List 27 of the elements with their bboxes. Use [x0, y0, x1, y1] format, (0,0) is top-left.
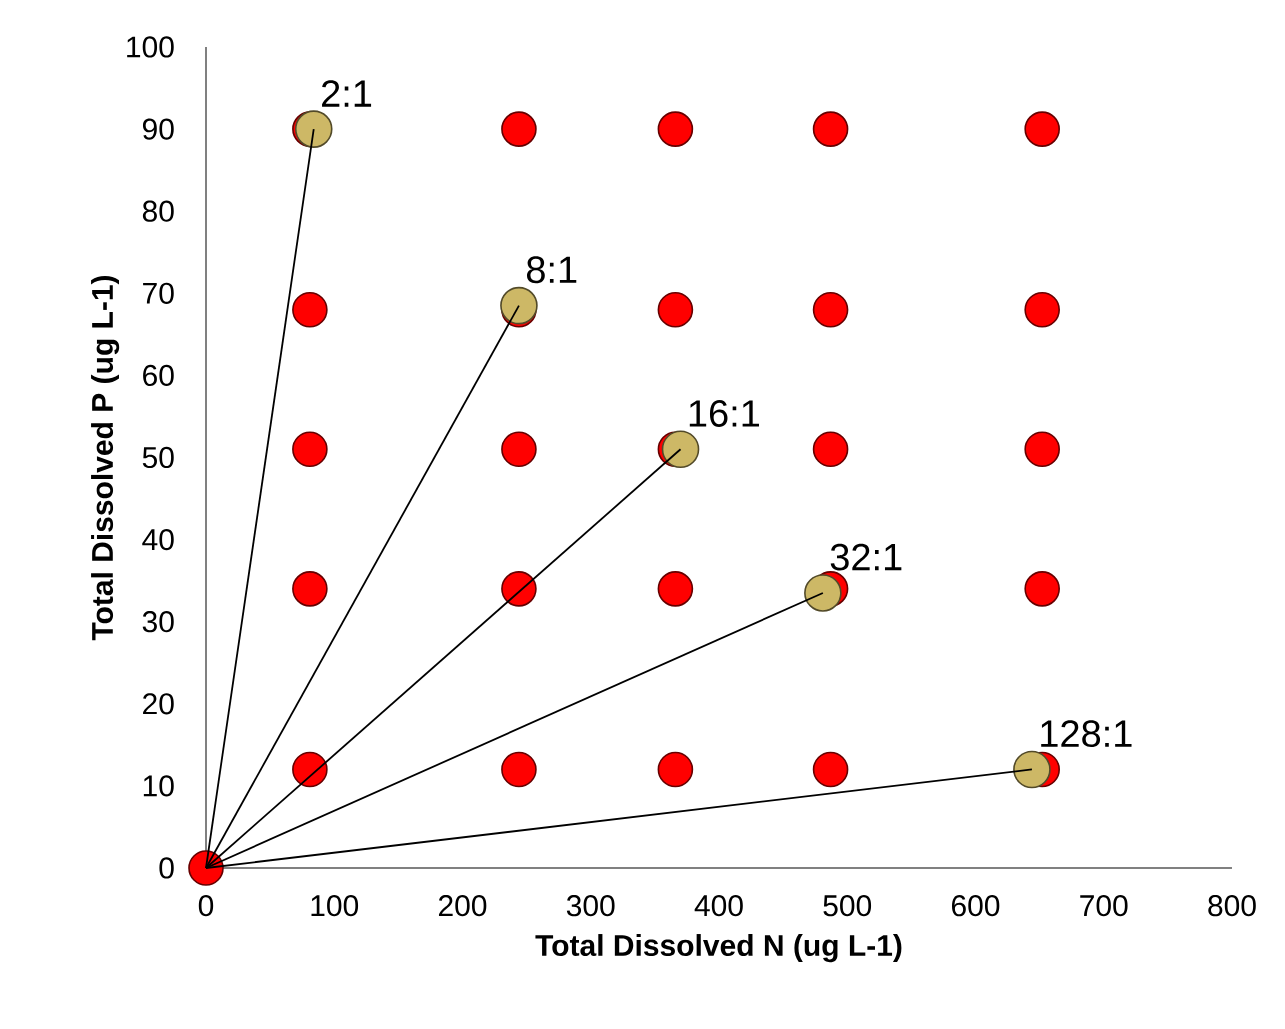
x-tick-label: 200 — [438, 895, 487, 917]
annotation: 2:1 — [322, 80, 372, 107]
annotation: 128:1 — [1041, 720, 1132, 748]
x-tick-label: 400 — [694, 895, 743, 917]
y-tick-label: 40 — [142, 528, 174, 551]
annotation: 8:1 — [526, 256, 577, 284]
x-tick-label: 500 — [823, 895, 872, 917]
y-tick-label: 90 — [142, 118, 174, 140]
x-tick-label: 0 — [198, 895, 214, 917]
annotation: 32:1 — [830, 543, 902, 571]
annotation: 16:1 — [689, 399, 759, 427]
y-tick-label: 80 — [142, 200, 174, 222]
x-tick-label: 800 — [1208, 895, 1256, 917]
x-axis-title: Total Dissolved N (ug L-1) — [535, 934, 902, 963]
y-tick-label: 100 — [127, 36, 174, 58]
y-tick-label: 10 — [143, 775, 174, 797]
y-tick-label: 30 — [142, 611, 174, 633]
y-tick-label: 0 — [159, 857, 174, 879]
y-axis-title: Total Dissolved P (ug L-1) — [91, 275, 120, 641]
y-tick-label: 70 — [143, 282, 174, 304]
x-tick-label: 300 — [566, 895, 615, 917]
x-tick-label: 100 — [311, 895, 359, 917]
x-tick-label: 700 — [1080, 895, 1128, 917]
y-tick-label: 50 — [142, 446, 174, 469]
y-tick-label: 60 — [143, 364, 174, 387]
y-tick-label: 20 — [143, 693, 174, 715]
x-tick-label: 600 — [952, 895, 1000, 917]
